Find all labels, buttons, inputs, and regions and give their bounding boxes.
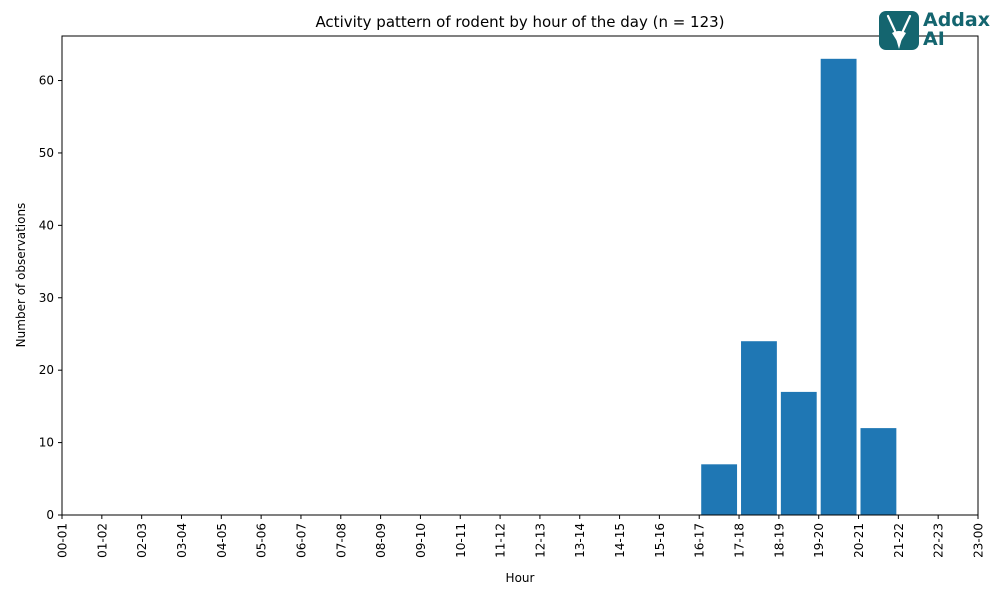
y-tick-label: 0 <box>46 508 54 522</box>
x-tick-label: 01-02 <box>95 523 109 558</box>
x-ticks-group: 00-01 01-02 02-03 03-04 04-05 05-06 06-07 07-08… <box>56 515 986 558</box>
x-tick-label: 13-14 <box>573 523 587 558</box>
bar-20-21 <box>820 58 857 516</box>
y-axis-label: Number of observations <box>14 203 28 348</box>
x-tick-label: 12-13 <box>533 523 547 558</box>
bar-19-20 <box>780 391 817 515</box>
plot-frame <box>61 35 979 516</box>
addax-ai-logo: Addax AI <box>879 10 994 52</box>
logo-wordmark-line2: AI <box>923 28 945 50</box>
y-tick-label: 40 <box>39 218 54 232</box>
logo-wordmark-line1: Addax <box>923 9 990 31</box>
y-tick-label: 50 <box>39 146 54 160</box>
bars-group <box>701 58 897 516</box>
x-tick-label: 04-05 <box>215 523 229 558</box>
x-tick-label: 08-09 <box>374 523 388 558</box>
chart-title: Activity pattern of rodent by hour of th… <box>315 13 724 31</box>
x-tick-label: 16-17 <box>693 523 707 558</box>
x-tick-label: 05-06 <box>255 523 269 558</box>
x-tick-label: 17-18 <box>733 523 747 558</box>
y-tick-label: 10 <box>39 436 54 450</box>
x-tick-label: 06-07 <box>294 523 308 558</box>
x-tick-label: 14-15 <box>613 523 627 558</box>
x-tick-label: 11-12 <box>494 523 508 558</box>
x-tick-label: 02-03 <box>135 523 149 558</box>
x-tick-label: 20-21 <box>852 523 866 558</box>
y-tick-label: 20 <box>39 363 54 377</box>
x-tick-label: 00-01 <box>56 523 70 558</box>
x-tick-label: 19-20 <box>812 523 826 558</box>
x-tick-label: 22-23 <box>932 523 946 558</box>
bar-17-18 <box>701 464 738 515</box>
x-tick-label: 07-08 <box>334 523 348 558</box>
x-tick-label: 23-00 <box>972 523 986 558</box>
x-tick-label: 10-11 <box>454 523 468 558</box>
y-ticks-group: 0 10 20 30 40 50 60 <box>39 74 62 522</box>
x-tick-label: 18-19 <box>772 523 786 558</box>
x-tick-label: 15-16 <box>653 523 667 558</box>
x-tick-label: 21-22 <box>892 523 906 558</box>
antelope-icon <box>879 11 919 50</box>
bar-18-19 <box>741 341 777 515</box>
y-tick-label: 60 <box>39 74 54 88</box>
bar-21-22 <box>860 428 897 515</box>
x-axis-label: Hour <box>506 571 535 585</box>
y-tick-label: 30 <box>39 291 54 305</box>
x-tick-label: 09-10 <box>414 523 428 558</box>
x-tick-label: 03-04 <box>175 523 189 558</box>
